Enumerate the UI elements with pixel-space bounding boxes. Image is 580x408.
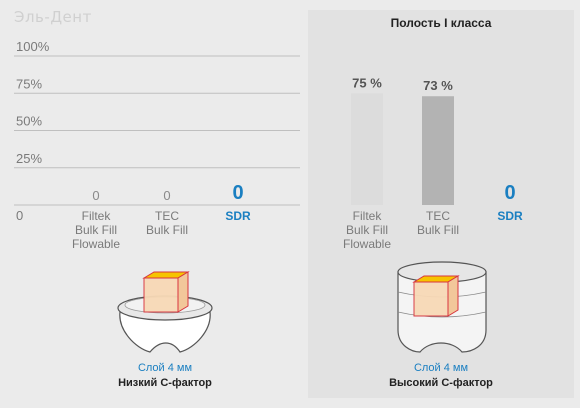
x-tick-label: Flowable [72,237,120,251]
bar-value-label: 0 [504,182,515,204]
x-tick-label: SDR [497,209,523,223]
x-tick-label: Bulk Fill [417,223,459,237]
x-tick-label: Filtek [353,209,383,223]
bar [422,96,454,205]
bar [351,93,383,205]
caption-line2: Низкий С-фактор [118,377,212,389]
bar-value-label: 0 [92,188,99,203]
chart-title: Полость I класса [391,16,492,30]
y-tick-label: 25% [16,151,42,166]
bar-value-label: 0 [163,188,170,203]
y-tick-label: 75% [16,76,42,91]
x-tick-label: Bulk Fill [75,223,117,237]
brand-logo: Эль-Дент [14,8,92,26]
tooth-high-cfactor-illustration [397,261,487,353]
bars [351,93,454,205]
x-tick-label: Bulk Fill [146,223,188,237]
x-tick-label: Bulk Fill [346,223,388,237]
y-tick-label: 0 [16,208,23,223]
bar-value-label: 73 % [423,78,453,93]
x-tick-label: Flowable [343,237,391,251]
x-tick-label: SDR [225,209,251,223]
caption-line1: Слой 4 мм [414,362,468,374]
caption-line1: Слой 4 мм [138,362,192,374]
x-tick-label: TEC [426,209,450,223]
x-tick-label: Filtek [82,209,112,223]
bar-value-label: 0 [232,182,243,204]
gridlines [14,55,300,206]
y-tick-label: 50% [16,114,42,129]
bar-value-label: 75 % [352,75,382,90]
x-tick-label: TEC [155,209,179,223]
y-tick-label: 100% [16,39,50,54]
caption-line2: Высокий С-фактор [389,377,493,389]
tooth-low-cfactor-illustration [117,271,213,353]
illustrations [117,261,487,353]
